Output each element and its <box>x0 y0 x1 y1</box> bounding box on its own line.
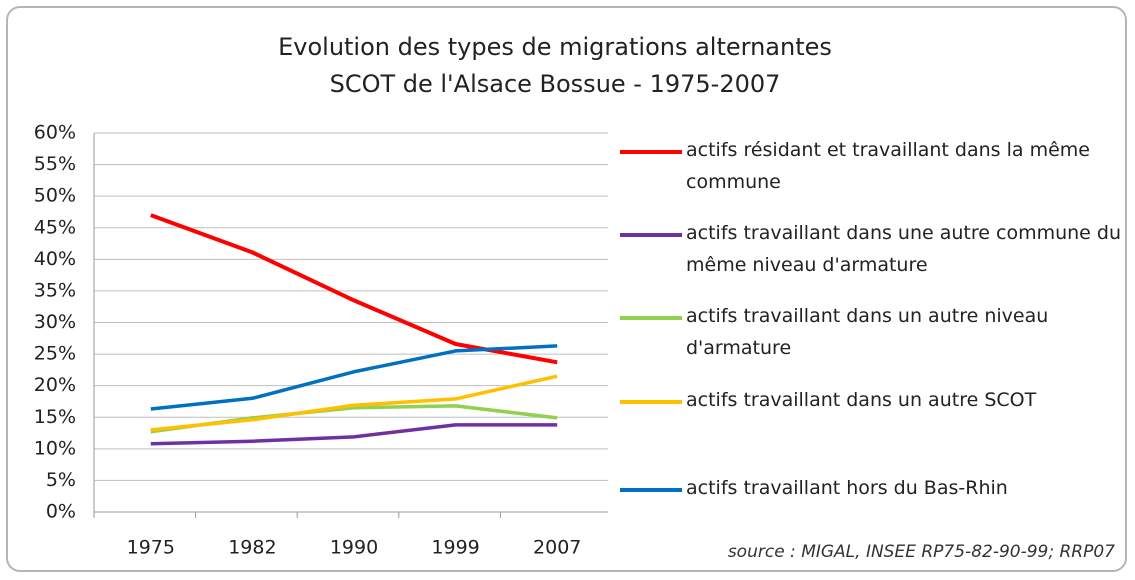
y-tick-label: 0% <box>46 501 76 523</box>
series-line <box>150 404 558 434</box>
legend-item: actifs travaillant dans un autre niveau … <box>620 304 1125 364</box>
series-line <box>150 344 558 411</box>
y-tick-label: 15% <box>34 406 76 428</box>
legend-item: actifs résidant et travaillant dans la m… <box>620 138 1125 198</box>
series-line <box>150 213 558 365</box>
legend-label: actifs travaillant dans un autre SCOT <box>686 389 1037 411</box>
y-tick-label: 30% <box>34 311 76 333</box>
legend-item: actifs travaillant dans un autre SCOT <box>620 388 1125 416</box>
y-tick-label: 5% <box>46 469 76 491</box>
y-tick-label: 35% <box>34 279 76 301</box>
x-tick-label: 1975 <box>127 537 175 559</box>
legend-label: actifs résidant et travaillant dans la m… <box>686 139 1090 193</box>
y-tick-label: 10% <box>34 437 76 459</box>
x-tick-label: 1990 <box>330 537 378 559</box>
legend-item: actifs travaillant dans une autre commun… <box>620 221 1125 281</box>
x-tick-label: 1999 <box>431 537 479 559</box>
legend-label: actifs travaillant dans un autre niveau … <box>686 305 1049 359</box>
x-tick-label: 1982 <box>228 537 276 559</box>
chart-frame <box>6 6 1127 572</box>
x-tick-label: 2007 <box>533 537 581 559</box>
legend-label: actifs travaillant hors du Bas-Rhin <box>686 477 1008 499</box>
y-tick-label: 25% <box>34 343 76 365</box>
series-line <box>150 374 558 432</box>
y-tick-label: 50% <box>34 185 76 207</box>
chart-title: Evolution des types de migrations altern… <box>278 33 832 61</box>
legend-item: actifs travaillant hors du Bas-Rhin <box>620 476 1125 504</box>
legend-swatch <box>620 488 682 492</box>
y-tick-label: 60% <box>34 122 76 144</box>
chart-subtitle: SCOT de l'Alsace Bossue - 1975-2007 <box>330 70 781 98</box>
y-tick-label: 55% <box>34 153 76 175</box>
y-tick-label: 45% <box>34 216 76 238</box>
source-note: source : MIGAL, INSEE RP75-82-90-99; RRP… <box>728 542 1115 562</box>
legend-label: actifs travaillant dans une autre commun… <box>686 222 1122 276</box>
legend-swatch <box>620 316 682 320</box>
legend-swatch <box>620 400 682 404</box>
legend-swatch <box>620 233 682 237</box>
y-tick-label: 20% <box>34 374 76 396</box>
series-line <box>150 423 558 446</box>
legend-swatch <box>620 150 682 154</box>
y-tick-label: 40% <box>34 248 76 270</box>
